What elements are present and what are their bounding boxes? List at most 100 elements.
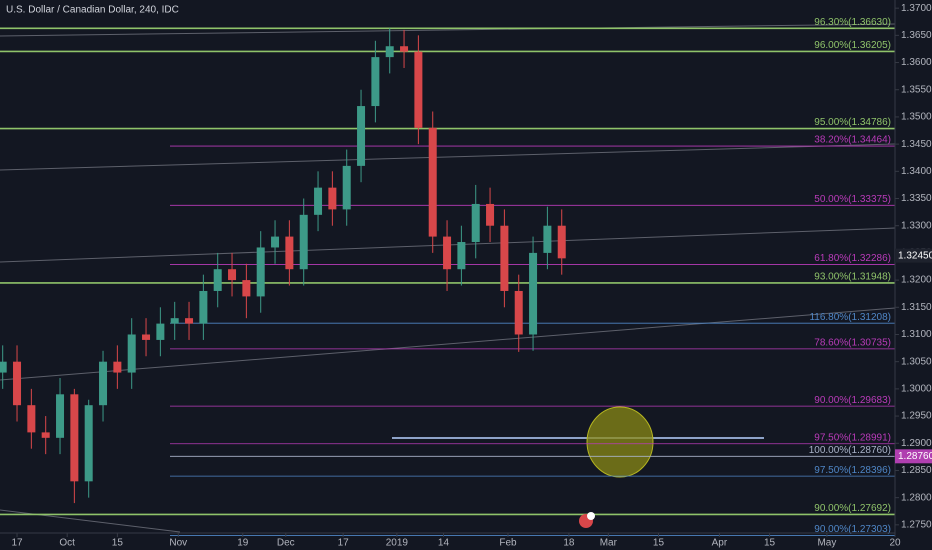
event-icon-badge bbox=[587, 512, 595, 520]
x-tick-label: 15 bbox=[112, 538, 124, 549]
level-label: 96.00%(1.36205) bbox=[814, 40, 891, 51]
x-tick-label: Nov bbox=[169, 538, 187, 549]
candle-body bbox=[328, 187, 337, 210]
y-tick-label: 1.29000 bbox=[901, 438, 932, 449]
candle-body bbox=[471, 203, 480, 243]
level-label: 97.50%(1.28991) bbox=[814, 432, 891, 443]
level-label: 93.00%(1.31948) bbox=[814, 272, 891, 283]
candle-body bbox=[557, 225, 566, 259]
y-tick-label: 1.34000 bbox=[901, 166, 932, 177]
y-tick-label: 1.33000 bbox=[901, 220, 932, 231]
candle-body bbox=[13, 361, 22, 406]
candle-body bbox=[357, 106, 366, 166]
axes: 1.27500 1.28000 1.28500 1.29000 1.29500 1.300… bbox=[11, 3, 932, 549]
x-tick-label: Dec bbox=[277, 538, 295, 549]
x-tick-label: 2019 bbox=[386, 538, 409, 549]
y-tick-label: 1.32000 bbox=[901, 275, 932, 286]
candles bbox=[0, 28, 566, 504]
candle-body bbox=[342, 165, 351, 210]
candle-body bbox=[70, 394, 79, 482]
candle-body bbox=[127, 334, 136, 373]
candle-body bbox=[543, 225, 552, 253]
x-tick-label: Mar bbox=[600, 538, 618, 549]
trend-line bbox=[0, 143, 896, 171]
candle-body bbox=[285, 236, 294, 270]
candle-body bbox=[84, 405, 93, 482]
candle-body bbox=[199, 290, 208, 324]
y-tick-label: 1.28500 bbox=[901, 465, 932, 476]
candle-body bbox=[142, 334, 151, 340]
level-label: 78.60%(1.30735) bbox=[814, 338, 891, 349]
x-tick-label: 17 bbox=[338, 538, 350, 549]
level-label: 100.00%(1.28760) bbox=[809, 445, 891, 456]
y-tick-label: 1.36000 bbox=[901, 57, 932, 68]
price-badge-label: 1.32450 bbox=[898, 250, 932, 261]
candle-body bbox=[99, 361, 108, 406]
x-tick-label: 14 bbox=[438, 538, 450, 549]
level-label: 90.00%(1.27303) bbox=[814, 524, 891, 535]
price-badge-label: 1.28760 bbox=[898, 451, 932, 462]
highlight-ellipse bbox=[586, 406, 654, 478]
candle-body bbox=[371, 57, 380, 107]
y-tick-label: 1.33500 bbox=[901, 193, 932, 204]
y-tick-label: 1.35500 bbox=[901, 84, 932, 95]
x-tick-label: 18 bbox=[563, 538, 575, 549]
y-tick-label: 1.30000 bbox=[901, 384, 932, 395]
candle-body bbox=[213, 269, 222, 291]
candle-body bbox=[299, 214, 308, 270]
candle-body bbox=[27, 405, 36, 433]
candle-body bbox=[486, 203, 495, 226]
candle-body bbox=[529, 252, 538, 335]
candle-body bbox=[443, 236, 452, 270]
level-label: 90.00%(1.29683) bbox=[814, 395, 891, 406]
y-tick-label: 1.37000 bbox=[901, 3, 932, 14]
y-tick-label: 1.27500 bbox=[901, 519, 932, 530]
candle-body bbox=[0, 361, 7, 373]
candle-body bbox=[457, 242, 466, 270]
x-tick-label: 17 bbox=[11, 538, 23, 549]
candle-body bbox=[385, 46, 394, 58]
candle-body bbox=[514, 290, 523, 335]
price-badge bbox=[895, 248, 932, 263]
level-label: 96.30%(1.36630) bbox=[814, 17, 891, 28]
level-label: 116.80%(1.31208) bbox=[809, 312, 891, 323]
candle-body bbox=[314, 187, 323, 215]
y-tick-label: 1.36500 bbox=[901, 30, 932, 41]
chart-title: U.S. Dollar / Canadian Dollar, 240, IDC bbox=[6, 5, 179, 16]
candle-body bbox=[228, 269, 237, 281]
y-tick-label: 1.31500 bbox=[901, 302, 932, 313]
level-label: 50.00%(1.33375) bbox=[814, 194, 891, 205]
candle-body bbox=[271, 236, 280, 248]
x-tick-label: Apr bbox=[712, 538, 728, 549]
y-tick-label: 1.34500 bbox=[901, 139, 932, 150]
level-label: 38.20%(1.34464) bbox=[814, 135, 891, 146]
y-tick-label: 1.29500 bbox=[901, 411, 932, 422]
candle-body bbox=[400, 46, 409, 52]
trend-line bbox=[0, 23, 896, 37]
x-tick-label: 20 bbox=[889, 538, 901, 549]
candle-body bbox=[500, 225, 509, 291]
trend-line bbox=[0, 307, 896, 381]
x-tick-label: 15 bbox=[764, 538, 776, 549]
level-label: 90.00%(1.27692) bbox=[814, 503, 891, 514]
candle-body bbox=[156, 323, 165, 340]
y-tick-label: 1.30500 bbox=[901, 356, 932, 367]
x-tick-label: 15 bbox=[653, 538, 665, 549]
y-tick-label: 1.28000 bbox=[901, 492, 932, 503]
y-tick-label: 1.35000 bbox=[901, 112, 932, 123]
candle-body bbox=[185, 318, 194, 324]
candle-body bbox=[414, 51, 423, 128]
candle-body bbox=[242, 280, 251, 297]
y-tick-label: 1.31000 bbox=[901, 329, 932, 340]
levels: 96.30%(1.36630) 96.00%(1.36205) 95.00%(1.3… bbox=[0, 17, 895, 536]
level-label: 97.50%(1.28396) bbox=[814, 465, 891, 476]
level-label: 95.00%(1.34786) bbox=[814, 117, 891, 128]
price-badge bbox=[895, 449, 932, 464]
candle-body bbox=[170, 318, 179, 324]
x-tick-label: Feb bbox=[499, 538, 517, 549]
x-tick-label: 19 bbox=[237, 538, 249, 549]
x-tick-label: Oct bbox=[59, 538, 75, 549]
x-tick-label: May bbox=[817, 538, 836, 549]
